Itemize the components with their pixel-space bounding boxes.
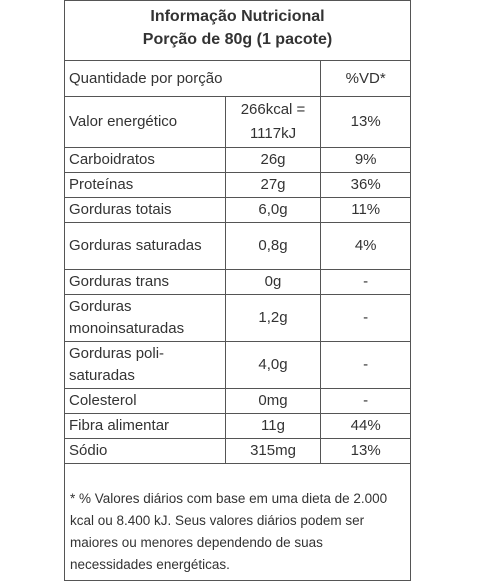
nutrient-name: Gorduras saturadas	[64, 222, 226, 270]
table-header-row: Quantidade por porção %VD*	[63, 60, 411, 97]
nutrient-vd: 9%	[320, 147, 411, 173]
table-row: Colesterol 0mg -	[64, 388, 411, 414]
table-row: Fibra alimentar 11g 44%	[64, 413, 411, 439]
nutrient-vd: 44%	[320, 413, 411, 439]
nutrient-amount: 0g	[224, 269, 322, 295]
nutrient-vd: -	[320, 269, 411, 295]
table-row: Gorduras poli-saturadas 4,0g -	[64, 341, 411, 389]
nutrient-vd: 13%	[320, 96, 411, 148]
table-row: Gorduras totais 6,0g 11%	[64, 197, 411, 223]
nutrient-name: Gorduras poli-saturadas	[64, 341, 226, 389]
nutrient-name: Gorduras monoinsaturadas	[64, 294, 226, 342]
table-row: Gorduras trans 0g -	[64, 269, 411, 295]
table-row: Sódio 315mg 13%	[64, 438, 411, 464]
nutrient-vd: -	[320, 341, 411, 389]
nutrient-vd: 36%	[320, 172, 411, 198]
nutrient-amount: 0,8g	[224, 222, 322, 270]
nutrient-name: Valor energético	[64, 96, 226, 148]
column-header-quantity: Quantidade por porção	[63, 60, 322, 97]
table-row: Gorduras saturadas 0,8g 4%	[64, 222, 411, 270]
nutrient-amount: 26g	[224, 147, 322, 173]
table-row: Valor energético 266kcal = 1117kJ 13%	[64, 96, 411, 148]
nutrient-name: Fibra alimentar	[64, 413, 226, 439]
label-title: Informação Nutricional	[150, 8, 325, 25]
nutrient-name: Gorduras totais	[64, 197, 226, 223]
nutrient-name: Sódio	[64, 438, 226, 464]
table-row: Carboidratos 26g 9%	[64, 147, 411, 173]
nutrient-amount: 27g	[224, 172, 322, 198]
nutrient-amount: 315mg	[224, 438, 322, 464]
nutrient-vd: -	[320, 388, 411, 414]
nutrient-amount: 0mg	[224, 388, 322, 414]
nutrient-amount: 4,0g	[224, 341, 322, 389]
nutrient-amount: 266kcal = 1117kJ	[224, 96, 322, 148]
nutrient-name: Colesterol	[64, 388, 226, 414]
nutrient-amount: 11g	[224, 413, 322, 439]
daily-values-footnote: * % Valores diários com base em uma diet…	[70, 491, 388, 572]
nutrient-amount: 6,0g	[224, 197, 322, 223]
table-row: Proteínas 27g 36%	[64, 172, 411, 198]
nutrient-vd: 13%	[320, 438, 411, 464]
nutrition-table: Quantidade por porção %VD* Valor energét…	[63, 60, 411, 464]
nutrient-name: Gorduras trans	[64, 269, 226, 295]
nutrition-facts-label: Informação Nutricional Porção de 80g (1 …	[63, 0, 411, 587]
table-row: Gorduras monoinsaturadas 1,2g -	[64, 294, 411, 342]
nutrient-vd: -	[320, 294, 411, 342]
nutrient-name: Carboidratos	[64, 147, 226, 173]
column-header-vd: %VD*	[320, 60, 411, 97]
label-header: Informação Nutricional Porção de 80g (1 …	[64, 0, 411, 60]
nutrient-amount: 1,2g	[224, 294, 322, 342]
nutrient-name: Proteínas	[64, 172, 226, 198]
nutrient-vd: 4%	[320, 222, 411, 270]
nutrient-vd: 11%	[320, 197, 411, 223]
serving-size: Porção de 80g (1 pacote)	[142, 31, 333, 48]
